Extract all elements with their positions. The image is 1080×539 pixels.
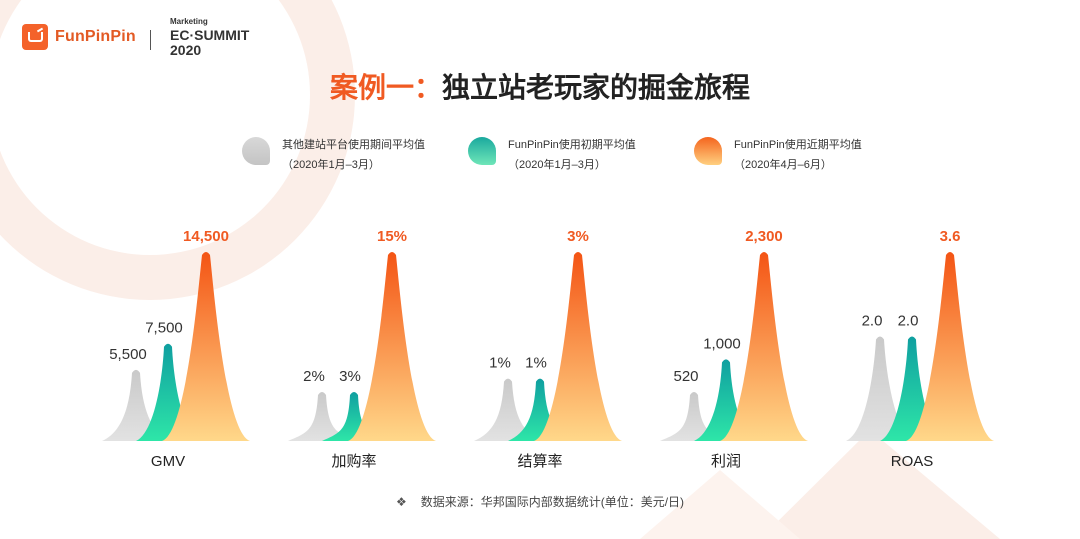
diamond-bullet-icon: ❖ <box>395 495 407 509</box>
title-highlight: 案例一： <box>329 72 442 103</box>
event-line1: Marketing <box>170 17 208 26</box>
peak-teal <box>880 336 944 441</box>
data-label-gray: 1% <box>489 355 511 372</box>
peak-teal <box>694 359 758 441</box>
legend-swatch-gray <box>242 137 270 165</box>
event-line3: 2020 <box>170 42 202 58</box>
data-label-orange: 3% <box>567 228 589 245</box>
peak-teal <box>136 343 200 441</box>
category-label: 利润 <box>711 453 741 470</box>
legend-label: FunPinPin使用初期平均值 <box>508 139 636 151</box>
title-rest: 独立站老玩家的掘金旅程 <box>442 72 751 103</box>
page-title: 案例一：独立站老玩家的掘金旅程 <box>0 66 1080 106</box>
cart-icon <box>22 24 48 50</box>
data-label-gray: 5,500 <box>109 346 147 363</box>
data-label-teal: 1% <box>525 355 547 372</box>
brand-name: FunPinPin <box>55 28 136 45</box>
funpinpin-logo: FunPinPin <box>22 24 136 50</box>
data-label-orange: 3.6 <box>940 228 961 245</box>
logo-divider <box>150 30 151 50</box>
legend-label: FunPinPin使用近期平均值 <box>734 139 862 151</box>
data-source-note: ❖ 数据来源：华邦国际内部数据统计(单位：美元/日) <box>0 493 1080 510</box>
legend-item-recent: FunPinPin使用近期平均值 （2020年4月–6月） <box>694 135 862 175</box>
data-label-orange: 14,500 <box>183 228 229 245</box>
legend-label: 其他建站平台使用期间平均值 <box>282 139 425 151</box>
peak-gray <box>102 369 170 441</box>
data-source-text: 数据来源：华邦国际内部数据统计(单位：美元/日) <box>420 495 685 509</box>
peak-teal <box>322 392 386 441</box>
data-label-gray: 2% <box>303 368 325 385</box>
peak-orange <box>906 252 994 441</box>
peak-orange <box>162 252 250 441</box>
data-label-gray: 520 <box>673 368 698 385</box>
peak-orange <box>348 252 436 441</box>
data-label-gray: 2.0 <box>862 312 883 329</box>
peak-teal <box>508 378 572 441</box>
legend-sub: （2020年1月–3月） <box>508 159 606 171</box>
peak-gray <box>288 392 356 441</box>
data-label-orange: 2,300 <box>745 228 783 245</box>
category-label: 结算率 <box>517 452 562 470</box>
legend-swatch-orange <box>694 137 722 165</box>
data-label-teal: 3% <box>339 368 361 385</box>
peak-orange <box>720 252 808 441</box>
peak-gray <box>846 336 914 441</box>
data-label-teal: 7,500 <box>145 320 183 337</box>
data-label-teal: 1,000 <box>703 335 741 352</box>
peak-orange <box>534 252 622 441</box>
legend-sub: （2020年4月–6月） <box>734 159 832 171</box>
legend-swatch-teal <box>468 137 496 165</box>
legend-item-other: 其他建站平台使用期间平均值 （2020年1月–3月） <box>242 135 425 175</box>
data-label-orange: 15% <box>377 228 407 245</box>
event-line2: EC·SUMMIT <box>170 27 250 43</box>
peak-gray <box>660 392 728 441</box>
category-label: ROAS <box>891 453 934 470</box>
peak-gray <box>474 378 542 441</box>
legend-item-early: FunPinPin使用初期平均值 （2020年1月–3月） <box>468 135 636 175</box>
category-label: GMV <box>151 453 185 470</box>
data-label-teal: 2.0 <box>898 312 919 329</box>
legend-sub: （2020年1月–3月） <box>282 159 380 171</box>
category-label: 加购率 <box>331 453 376 470</box>
event-logo: Marketing EC·SUMMIT 2020 <box>170 17 250 58</box>
